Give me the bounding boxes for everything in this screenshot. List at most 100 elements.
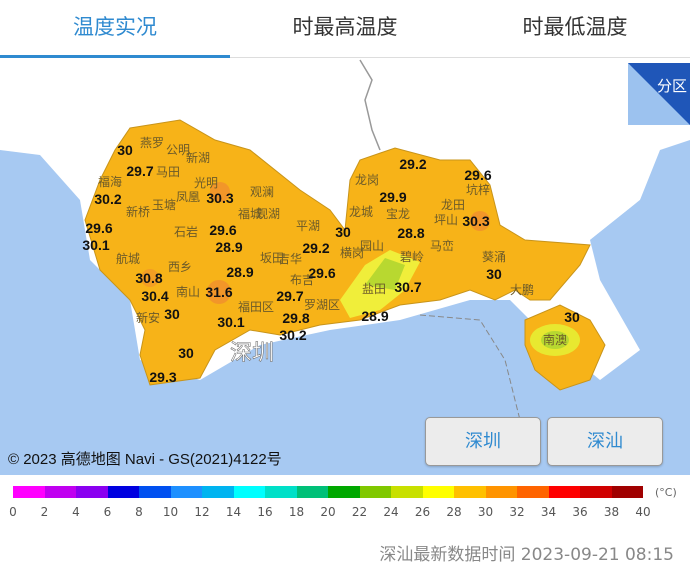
place-label: 坂田 [259, 251, 285, 265]
shenzhen-button[interactable]: 深圳 [425, 417, 541, 466]
legend-tick: 8 [135, 505, 143, 519]
temperature-label: 29.2 [302, 240, 330, 256]
legend-swatch [391, 486, 423, 498]
temperature-label: 30 [486, 266, 502, 282]
place-label: 新桥 [125, 205, 151, 219]
temperature-label: 30 [117, 142, 133, 158]
temperature-label: 30 [178, 345, 194, 361]
map-background [0, 59, 690, 475]
place-label: 光明 [193, 176, 219, 190]
temperature-label: 28.9 [215, 239, 243, 255]
temperature-label: 30 [564, 309, 580, 325]
temperature-label: 30.3 [462, 213, 490, 229]
temperature-label: 30.1 [82, 237, 110, 253]
temperature-label: 29.6 [308, 265, 336, 281]
place-label: 航城 [115, 252, 141, 266]
legend-unit: (°C) [655, 486, 677, 499]
temperature-label: 28.8 [397, 225, 425, 241]
temperature-label: 29.6 [464, 167, 492, 183]
legend-tick: 16 [257, 505, 273, 519]
temperature-label: 30 [164, 306, 180, 322]
legend-tick: 38 [603, 505, 620, 519]
legend-tick: 6 [103, 505, 112, 519]
legend-swatch [265, 486, 297, 498]
data-update-time: 深汕最新数据时间 2023-09-21 08:15 [379, 545, 674, 565]
corner-triangle [628, 63, 690, 125]
tab-hourly-min-temperature[interactable]: 时最低温度 [522, 15, 628, 39]
temperature-label: 30.2 [94, 191, 122, 207]
legend-tick: 40 [635, 505, 651, 519]
place-label: 凤凰 [175, 190, 201, 204]
map-copyright: © 2023 高德地图 Navi - GS(2021)4122号 [8, 451, 282, 468]
tab-hourly-max-temperature[interactable]: 时最高温度 [292, 15, 398, 39]
place-label: 西乡 [167, 260, 193, 274]
place-label: 石岩 [173, 225, 199, 239]
legend-swatch [44, 486, 76, 498]
city-label: 深圳 [229, 341, 275, 366]
place-label: 龙岗 [354, 173, 380, 187]
legend-swatch [202, 486, 234, 498]
temperature-label: 29.6 [85, 220, 113, 236]
legend-tick: 28 [446, 505, 462, 519]
temperature-label: 30.3 [206, 190, 234, 206]
legend-tick: 10 [162, 505, 179, 519]
temperature-label: 31.6 [205, 284, 233, 300]
legend-swatch [107, 486, 139, 498]
legend-tick: 24 [383, 505, 399, 519]
legend-swatch [139, 486, 171, 498]
place-label: 大鹏 [509, 283, 535, 297]
legend-ticks: 0 2 4 6 8 10 12 14 16 18 20 22 24 26 28 30 32 34 36 38 40 [0, 505, 690, 521]
legend-tick: 26 [414, 505, 431, 519]
legend-tick: 18 [288, 505, 305, 519]
place-label: 福城 [237, 207, 263, 221]
district-toggle-button[interactable]: 分区 [628, 63, 690, 125]
place-label: 布吉 [289, 273, 315, 287]
legend-swatch [170, 486, 202, 498]
shenshan-button[interactable]: 深汕 [547, 417, 663, 466]
place-label: 盐田 [361, 282, 387, 296]
place-label: 横岗 [339, 246, 365, 260]
place-label: 福海 [97, 175, 123, 189]
place-label: 新湖 [185, 151, 211, 165]
place-label: 新安 [135, 311, 161, 325]
legend-swatch [359, 486, 391, 498]
temperature-label: 30.7 [394, 279, 422, 295]
temperature-label: 28.9 [361, 308, 389, 324]
temperature-map[interactable]: 30 29.7 30.2 30.3 29.6 30.1 29.6 28.9 29.2 30 28.9… [0, 58, 690, 475]
legend-tick: 34 [540, 505, 557, 519]
place-label: 碧岭 [399, 250, 425, 264]
legend-tick: 22 [351, 505, 368, 519]
legend-tick: 12 [194, 505, 210, 519]
temperature-label: 30 [335, 224, 351, 240]
legend-swatch [517, 486, 549, 498]
legend-swatch [580, 486, 612, 498]
legend-tick: 0 [9, 505, 17, 519]
temperature-label: 29.8 [282, 310, 310, 326]
legend-swatch [485, 486, 517, 498]
legend-swatch [454, 486, 486, 498]
place-label: 坑梓 [465, 183, 491, 197]
place-label: 园山 [359, 239, 385, 253]
legend-tick: 14 [225, 505, 242, 519]
legend-tick: 36 [572, 505, 588, 519]
tab-current-temperature[interactable]: 温度实况 [0, 0, 230, 58]
legend-tick: 30 [477, 505, 494, 519]
tab-bar: 温度实况 时最高温度 时最低温度 [0, 0, 690, 58]
district-label: 分区 [656, 77, 687, 95]
place-label: 吉华 [277, 252, 303, 266]
temperature-label: 29.9 [379, 189, 407, 205]
place-label: 马田 [155, 165, 181, 179]
place-label: 燕罗 [139, 136, 165, 150]
temperature-label: 29.6 [209, 222, 237, 238]
legend-swatch [611, 486, 643, 498]
temperature-label: 28.9 [226, 264, 254, 280]
legend-tick: 20 [320, 505, 336, 519]
temperature-label: 30.1 [217, 314, 245, 330]
place-label: 葵涌 [481, 250, 507, 264]
place-label: 观湖 [255, 207, 281, 221]
place-label: 观澜 [249, 185, 275, 199]
legend-swatch [328, 486, 360, 498]
temperature-label: 30.2 [279, 327, 307, 343]
legend-swatch [76, 486, 108, 498]
legend-swatch [422, 486, 454, 498]
